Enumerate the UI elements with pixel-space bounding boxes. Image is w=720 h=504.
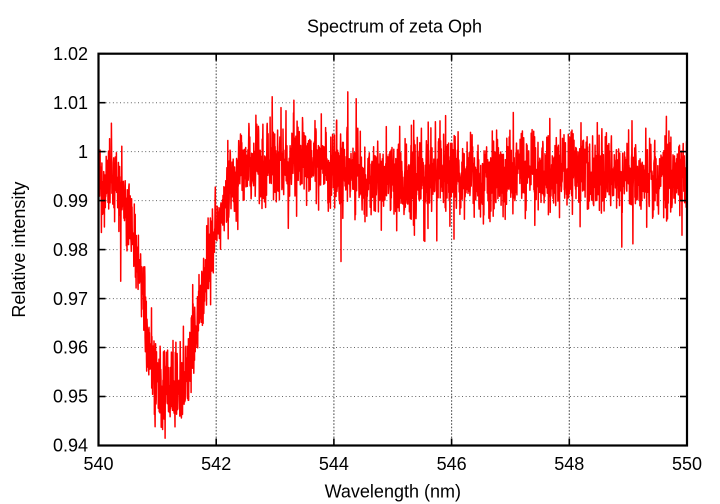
svg-text:544: 544 xyxy=(319,454,349,474)
svg-text:548: 548 xyxy=(554,454,584,474)
svg-text:1.02: 1.02 xyxy=(53,44,88,64)
svg-text:Relative intensity: Relative intensity xyxy=(9,182,29,318)
svg-text:550: 550 xyxy=(672,454,702,474)
svg-text:1.01: 1.01 xyxy=(53,93,88,113)
svg-text:546: 546 xyxy=(437,454,467,474)
svg-text:0.97: 0.97 xyxy=(53,289,88,309)
svg-text:1: 1 xyxy=(78,142,88,162)
svg-text:0.96: 0.96 xyxy=(53,338,88,358)
svg-text:Spectrum of zeta Oph: Spectrum of zeta Oph xyxy=(307,17,482,37)
svg-text:542: 542 xyxy=(201,454,231,474)
svg-text:Wavelength (nm): Wavelength (nm) xyxy=(325,481,461,501)
svg-text:540: 540 xyxy=(83,454,113,474)
svg-text:0.98: 0.98 xyxy=(53,240,88,260)
svg-text:0.95: 0.95 xyxy=(53,387,88,407)
svg-text:0.94: 0.94 xyxy=(53,436,88,456)
svg-text:0.99: 0.99 xyxy=(53,191,88,211)
